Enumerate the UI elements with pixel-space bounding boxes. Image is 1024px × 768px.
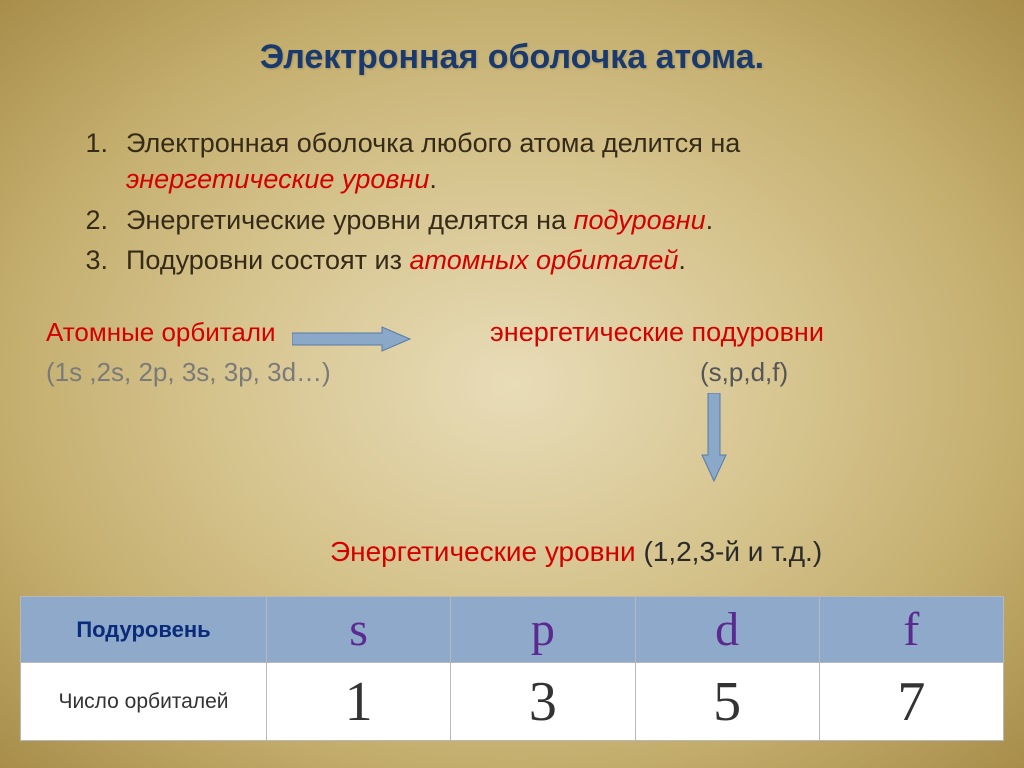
sublevels-list: (s,p,d,f) <box>700 357 788 388</box>
text-part: Подуровни состоят из <box>126 245 410 275</box>
orbitals-label: Атомные орбитали <box>46 317 276 348</box>
list-text: Электронная оболочка любого атома делитс… <box>126 125 946 198</box>
list-number: 2. <box>78 205 126 236</box>
middle-diagram: Атомные орбитали (1s ,2s, 2p, 3s, 3p, 3d… <box>0 317 1024 407</box>
list-item: 2. Энергетические уровни делятся на поду… <box>78 202 1024 238</box>
numbered-list: 1. Электронная оболочка любого атома дел… <box>78 125 1024 279</box>
table-cell: d <box>635 597 819 663</box>
text-red: Энергетические уровни <box>330 536 643 567</box>
row-label: Подуровень <box>21 597 267 663</box>
sublevels-label: энергетические подуровни <box>490 317 824 348</box>
table-cell: p <box>451 597 635 663</box>
text-part: . <box>678 245 686 275</box>
row-label: Число орбиталей <box>21 663 267 741</box>
table-cell: 7 <box>819 663 1003 741</box>
list-text: Подуровни состоят из атомных орбиталей. <box>126 242 686 278</box>
text-black: (1,2,3-й и т.д.) <box>643 536 822 567</box>
emphasis: атомных орбиталей <box>410 245 679 275</box>
list-item: 1. Электронная оболочка любого атома дел… <box>78 125 1024 198</box>
text-part: . <box>429 164 437 194</box>
emphasis: подуровни <box>574 205 706 235</box>
list-number: 1. <box>78 128 126 159</box>
table-row: Подуровень s p d f <box>21 597 1004 663</box>
emphasis: энергетические уровни <box>126 164 429 194</box>
text-part: Энергетические уровни делятся на <box>126 205 574 235</box>
orbitals-table: Подуровень s p d f Число орбиталей 1 3 5… <box>20 596 1004 741</box>
list-number: 3. <box>78 245 126 276</box>
table-cell: 5 <box>635 663 819 741</box>
table-cell: s <box>267 597 451 663</box>
table-row: Число орбиталей 1 3 5 7 <box>21 663 1004 741</box>
table-cell: f <box>819 597 1003 663</box>
list-item: 3. Подуровни состоят из атомных орбитале… <box>78 242 1024 278</box>
orbitals-list: (1s ,2s, 2p, 3s, 3p, 3d…) <box>46 357 331 388</box>
arrow-right-icon <box>292 325 412 353</box>
energy-levels-label: Энергетические уровни (1,2,3-й и т.д.) <box>330 536 822 568</box>
list-text: Энергетические уровни делятся на подуров… <box>126 202 713 238</box>
text-part: . <box>706 205 714 235</box>
table-cell: 1 <box>267 663 451 741</box>
slide-title: Электронная оболочка атома. <box>0 0 1024 77</box>
table-cell: 3 <box>451 663 635 741</box>
arrow-down-icon <box>700 393 728 483</box>
text-part: Электронная оболочка любого атома делитс… <box>126 128 740 158</box>
